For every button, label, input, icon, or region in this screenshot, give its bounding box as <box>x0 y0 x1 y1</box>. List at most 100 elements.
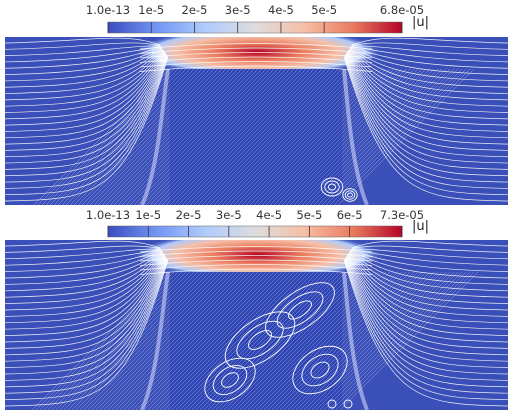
streamline-top <box>139 52 373 59</box>
streamline-right <box>345 256 508 362</box>
streamline-right <box>350 46 508 69</box>
obstacle-block <box>33 68 475 205</box>
streamline-left <box>5 249 162 272</box>
colorbar-2-min-label: 1.0e-13 <box>86 208 130 222</box>
streamline-right <box>348 252 508 304</box>
streamline-left <box>5 51 165 132</box>
streamline-left <box>5 52 166 139</box>
streamline-right <box>345 54 508 170</box>
vortex-loop <box>292 345 348 395</box>
streamline-left <box>5 255 166 343</box>
vortex-loop <box>247 330 273 350</box>
streamline-left <box>5 256 167 362</box>
streamlines <box>5 240 508 410</box>
colorbar-1-max-label: 6.8e-05 <box>380 3 424 17</box>
streamline-left <box>5 54 167 170</box>
vortex-loop <box>344 190 356 200</box>
streamline-right <box>343 259 508 400</box>
streamline-left <box>5 250 163 285</box>
colorbar-tick-label: 5e-5 <box>296 208 322 222</box>
streamline-right <box>350 47 508 75</box>
colorbar-tick-label: 3e-5 <box>225 3 251 17</box>
streamline-top <box>139 250 373 257</box>
vortex-loop <box>342 188 358 202</box>
streamline-right <box>348 49 508 107</box>
vortex-loop <box>236 320 284 360</box>
streamline-top <box>139 61 373 68</box>
vortex-loop <box>221 372 239 388</box>
streamline-left <box>5 251 163 292</box>
streamline-right <box>349 48 508 88</box>
flow-field-1 <box>5 37 508 205</box>
streamline-left <box>5 252 164 304</box>
streamline-left <box>5 240 161 249</box>
streamline-left <box>5 250 162 279</box>
streamline-right <box>347 51 508 126</box>
streamline-left <box>5 45 161 56</box>
streamline-right <box>345 257 508 375</box>
streamline-left <box>5 245 161 253</box>
streamline-right <box>349 250 508 285</box>
streamline-right <box>346 255 508 343</box>
streamline-left <box>5 256 166 356</box>
streamline-right <box>349 48 508 94</box>
streamline-left <box>5 248 161 260</box>
vortex-loop <box>327 183 337 191</box>
streamline-left <box>5 255 166 349</box>
streamline-left <box>5 254 165 330</box>
streamline-left <box>5 55 168 183</box>
streamline-right <box>351 248 508 260</box>
vortex-loop <box>347 192 353 198</box>
streamline-left <box>5 50 164 113</box>
shear-layer-right <box>342 68 369 205</box>
streamline-right <box>345 256 508 368</box>
streamline-left <box>5 53 167 158</box>
streamline-left <box>5 37 161 46</box>
streamline-right <box>351 240 508 249</box>
colorbar-tick-label: 4e-5 <box>256 208 282 222</box>
streamline-right <box>343 259 508 407</box>
streamline-left <box>5 53 167 164</box>
vortex-loop <box>204 357 256 403</box>
vortex-loop <box>276 291 324 329</box>
streamline-right <box>346 256 508 356</box>
shear-layer-left <box>140 68 170 205</box>
streamline-left <box>5 46 162 69</box>
shear-layer-left <box>140 271 170 410</box>
streamline-right <box>350 249 508 272</box>
streamline-left <box>5 52 166 145</box>
streamline-right <box>351 42 508 50</box>
streamline-right <box>346 53 508 151</box>
colorbar-tick-label: 2e-5 <box>182 3 208 17</box>
streamline-right <box>350 250 508 279</box>
streamline-right <box>347 51 508 132</box>
streamline-left <box>5 53 166 151</box>
streamline-right <box>351 37 508 46</box>
streamline-left <box>5 50 165 120</box>
streamline-right <box>344 55 508 183</box>
vortex-loop <box>265 282 335 338</box>
streamline-right <box>346 52 508 139</box>
streamline-top <box>139 56 373 63</box>
streamline-top <box>139 246 373 253</box>
streamline-right <box>345 53 508 164</box>
colorbar-tick-label: 3e-5 <box>216 208 242 222</box>
flow-field-2 <box>5 240 508 410</box>
vortex-loop <box>324 180 340 194</box>
streamline-left <box>5 258 168 394</box>
streamline-left <box>5 254 165 336</box>
colorbar-2: 1e-5 2e-5 3e-5 4e-5 5e-5 6e-5 1.0e-13 7.3e-05… <box>86 208 429 238</box>
colorbar-1: 1e-5 2e-5 3e-5 4e-5 5e-5 1.0e-13 6.8e-05 |u| <box>86 3 429 34</box>
colorbar-tick-label: 6e-5 <box>337 208 363 222</box>
streamline-top <box>139 259 373 266</box>
colorbar-2-quantity-label: |u| <box>412 219 429 234</box>
recirculation-vortices <box>204 282 353 409</box>
streamline-left <box>5 257 168 381</box>
streamline-right <box>347 254 508 336</box>
streamline-left <box>5 49 164 101</box>
colorbar-tick-label: 1e-5 <box>135 208 161 222</box>
shear-layer-right <box>342 271 369 410</box>
streamline-right <box>343 56 508 202</box>
vortex-loop <box>224 311 296 369</box>
streamline-left <box>5 259 169 407</box>
